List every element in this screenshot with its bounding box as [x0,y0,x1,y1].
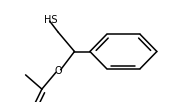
Text: O: O [54,66,62,76]
Text: HS: HS [44,15,57,25]
